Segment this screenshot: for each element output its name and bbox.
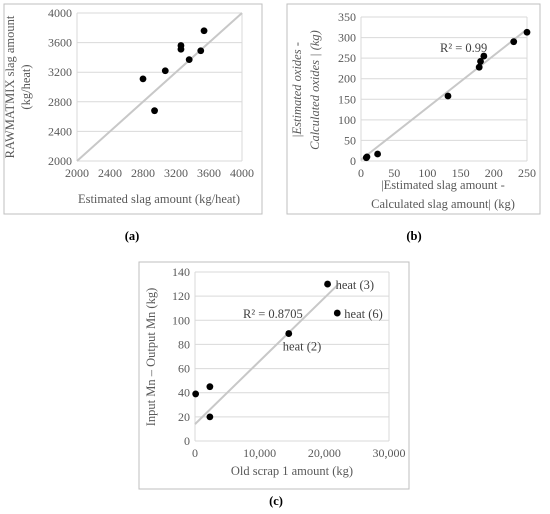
y-tick-label: 100 [172, 313, 190, 327]
x-axis-label: Old scrap 1 amount (kg) [231, 464, 353, 478]
y-tick-label: 300 [338, 31, 356, 45]
y-tick-label: 3200 [48, 65, 72, 79]
y-tick-label: 140 [172, 265, 190, 279]
y-tick-label: 2400 [48, 124, 72, 138]
x-tick-label: 4000 [230, 166, 254, 180]
y-tick-label: 0 [184, 434, 190, 448]
data-point [206, 413, 214, 421]
x-tick-label: 50 [388, 166, 400, 180]
y-tick-label: 50 [344, 133, 356, 147]
x-tick-label: 3600 [197, 166, 221, 180]
data-point [177, 45, 185, 53]
y-tick-label: 250 [338, 51, 356, 65]
y-tick-label: 120 [172, 289, 190, 303]
data-point [285, 330, 293, 337]
y-tick-label: 20 [178, 410, 190, 424]
data-point [477, 58, 484, 65]
y-axis-label: |Estimated oxides - [290, 42, 304, 138]
x-tick-label: 150 [452, 166, 470, 180]
trendline [194, 283, 340, 425]
panel-caption: (c) [269, 494, 283, 508]
data-point [510, 38, 518, 46]
chart-panel-1: 2000 2400 2800 3200 3600 4000 2000 2400 2800 3200… [3, 3, 263, 243]
y-tick-label: 2000 [48, 154, 72, 168]
x-tick-label: 10,000 [243, 446, 276, 460]
data-point [197, 47, 205, 55]
y-tick-label: 150 [338, 92, 356, 106]
x-tick-label: 20,000 [308, 446, 341, 460]
data-point [161, 67, 169, 75]
y-tick-label: 80 [178, 337, 190, 351]
panel-caption: (b) [406, 229, 421, 243]
r-squared-annotation: R² = 0.99 [440, 41, 487, 55]
data-point [200, 27, 208, 35]
x-tick-label: 2000 [65, 166, 89, 180]
chart-panel-2: 0 50 100 150 200 250 300 350 0 50 100 150 200 250 R² =… [286, 3, 541, 243]
data-point [333, 309, 341, 317]
y-axis-label: Calculated oxides | (kg) [308, 30, 322, 150]
y-axis-label: (kg/heat) [19, 64, 33, 109]
trendline [76, 12, 243, 162]
point-label: heat (2) [283, 340, 322, 354]
chart-frame [138, 261, 410, 490]
x-tick-label: 100 [418, 166, 436, 180]
x-tick-label: 0 [358, 166, 364, 180]
y-tick-label: 2800 [48, 95, 72, 109]
data-point [523, 28, 531, 36]
y-tick-label: 100 [338, 113, 356, 127]
point-label: heat (3) [336, 278, 375, 292]
r-squared-annotation: R² = 0.8705 [243, 307, 303, 321]
data-point [139, 75, 147, 83]
chart-frame [3, 3, 263, 215]
data-point [374, 150, 381, 158]
x-tick-label: 3200 [164, 166, 188, 180]
data-point [480, 52, 488, 60]
y-tick-label: 200 [338, 72, 356, 86]
chart-panel-3: 0 20 40 60 80 100 120 140 0 10,000 20,000 30,000 hea… [138, 261, 410, 508]
y-axis-label: RAWMATMIX slag amount [3, 15, 17, 158]
y-tick-label: 3600 [48, 36, 72, 50]
trendline [360, 28, 528, 161]
data-point [324, 280, 331, 288]
x-tick-label: 250 [518, 166, 536, 180]
data-point [363, 153, 371, 161]
data-point [206, 383, 214, 391]
panel-caption: (a) [125, 229, 140, 243]
data-point [192, 390, 200, 398]
chart-frame [286, 3, 541, 215]
data-point [151, 107, 158, 115]
x-tick-label: 200 [485, 166, 503, 180]
y-tick-label: 40 [178, 386, 190, 400]
data-point [475, 63, 483, 71]
y-axis-label: Input Mn – Output Mn (kg) [144, 288, 158, 427]
x-axis-label: |Estimated slag amount - [381, 178, 505, 192]
data-point [185, 56, 193, 64]
y-tick-label: 60 [178, 362, 190, 376]
data-point [444, 92, 452, 100]
x-tick-label: 0 [192, 446, 198, 460]
x-axis-label: Calculated slag amount| (kg) [371, 197, 515, 211]
x-tick-label: 2400 [98, 166, 122, 180]
y-tick-label: 4000 [48, 6, 72, 20]
x-tick-label: 30,000 [373, 446, 406, 460]
y-tick-label: 350 [338, 10, 356, 24]
x-tick-label: 2800 [131, 166, 155, 180]
y-tick-label: 0 [350, 154, 356, 168]
x-axis-label: Estimated slag amount (kg/heat) [78, 192, 240, 206]
point-label: heat (6) [344, 307, 383, 321]
